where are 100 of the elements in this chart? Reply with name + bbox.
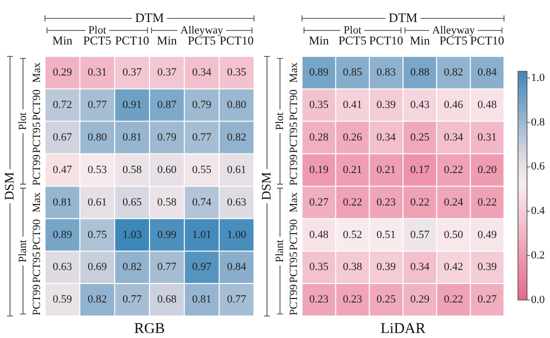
y-axis-title: DSM <box>1 172 16 200</box>
data-label: 0.20 <box>478 164 498 176</box>
text: Plot <box>16 112 29 130</box>
y-tick-label: Max <box>30 62 43 83</box>
color-bar-label: 0.0 <box>531 294 546 306</box>
data-label: 0.74 <box>192 196 212 208</box>
data-label: 0.89 <box>309 66 329 79</box>
data-label: 0.61 <box>226 164 246 176</box>
data-label: 0.34 <box>444 131 464 144</box>
data-label: 0.39 <box>376 261 396 274</box>
data-label: 0.27 <box>478 294 498 306</box>
data-label: 0.23 <box>376 196 396 208</box>
x-axis-title: DTM <box>388 10 418 25</box>
data-label: 0.58 <box>122 164 142 176</box>
data-label: 1.01 <box>192 228 212 241</box>
data-label: 0.68 <box>157 294 178 306</box>
data-label: 0.89 <box>52 228 73 241</box>
data-label: 0.41 <box>342 98 362 111</box>
data-label: 0.84 <box>226 261 247 274</box>
x-tick-label: Min <box>156 33 177 48</box>
data-label: 0.42 <box>444 261 464 274</box>
y-tick-label: PCT90 <box>30 88 43 121</box>
color-bar-label: 0.2 <box>531 250 545 262</box>
data-label: 0.21 <box>342 164 362 176</box>
data-label: 0.48 <box>309 228 329 241</box>
data-label: 0.82 <box>226 131 246 144</box>
data-label: 0.79 <box>192 98 212 111</box>
text: Plot <box>274 112 286 130</box>
data-label: 0.82 <box>88 294 107 306</box>
data-label: 0.79 <box>157 131 178 144</box>
data-label: 0.55 <box>192 164 212 176</box>
data-label: 0.91 <box>122 98 142 111</box>
data-label: 0.27 <box>309 196 329 208</box>
text: LiDAR <box>380 320 426 337</box>
data-label: 0.29 <box>410 294 430 306</box>
data-label: 0.77 <box>192 131 212 144</box>
data-label: 0.81 <box>192 294 212 306</box>
y-tick-label: PCT90 <box>30 218 43 250</box>
y-axis-title: DSM <box>258 172 274 200</box>
data-label: 0.46 <box>444 98 464 111</box>
data-label: 0.37 <box>157 66 178 79</box>
data-label: 0.34 <box>376 131 396 144</box>
data-label: 0.80 <box>226 98 247 111</box>
data-label: 0.77 <box>122 294 142 306</box>
data-label: 0.88 <box>410 66 430 79</box>
data-label: 0.77 <box>157 261 178 274</box>
data-label: 0.48 <box>478 98 498 111</box>
data-label: 0.39 <box>478 261 498 274</box>
data-label: 0.52 <box>342 228 362 241</box>
color-bar-label: 1.0 <box>531 72 546 84</box>
text: Plant <box>16 240 29 262</box>
data-label: 0.34 <box>410 261 430 274</box>
data-label: 0.23 <box>309 294 329 306</box>
x-tick-label: PCT10 <box>369 33 404 48</box>
data-label: 0.77 <box>88 98 108 111</box>
text: RGB <box>134 320 165 337</box>
data-label: 0.81 <box>122 131 142 144</box>
data-label: 0.65 <box>122 196 142 208</box>
data-label: 0.25 <box>376 294 396 306</box>
y-tick-label: Max <box>288 62 300 83</box>
y-tick-label: PCT95 <box>288 251 300 283</box>
data-label: 0.24 <box>444 196 464 208</box>
data-label: 0.35 <box>309 98 329 111</box>
data-label: 0.84 <box>478 66 498 79</box>
color-bar-label: 0.4 <box>531 205 546 218</box>
data-label: 0.29 <box>52 66 73 79</box>
data-label: 0.87 <box>157 98 178 111</box>
data-label: 0.35 <box>309 261 329 274</box>
data-label: 0.82 <box>122 261 142 274</box>
data-label: 1.00 <box>226 228 247 241</box>
data-label: 0.31 <box>478 131 497 144</box>
data-label: 0.72 <box>52 98 72 111</box>
y-tick-label: PCT99 <box>30 154 43 186</box>
y-tick-label: PCT99 <box>288 154 300 186</box>
data-label: 0.81 <box>52 196 72 208</box>
data-label: 0.43 <box>410 98 430 111</box>
y-tick-label: PCT95 <box>30 121 43 154</box>
data-label: 0.53 <box>88 164 108 176</box>
data-label: 0.47 <box>52 164 73 176</box>
data-label: 0.26 <box>342 131 363 144</box>
y-tick-label: PCT99 <box>30 284 43 316</box>
data-label: 0.97 <box>192 261 212 274</box>
data-label: 0.59 <box>52 294 73 306</box>
data-label: 0.67 <box>52 131 73 144</box>
data-label: 0.28 <box>309 131 329 144</box>
data-label: 0.60 <box>157 164 178 176</box>
data-label: 0.63 <box>52 261 73 274</box>
data-label: 0.50 <box>444 228 464 241</box>
data-label: 0.17 <box>410 164 430 176</box>
data-label: 0.80 <box>88 131 108 144</box>
x-tick-label: Min <box>410 33 430 48</box>
data-label: 0.83 <box>376 66 396 79</box>
data-label: 0.22 <box>444 294 464 306</box>
data-label: 0.21 <box>376 164 396 176</box>
data-label: 0.23 <box>342 294 363 306</box>
data-label: 0.35 <box>226 66 247 79</box>
data-label: 1.03 <box>122 228 142 241</box>
y-tick-label: Max <box>30 192 43 213</box>
data-label: 0.38 <box>342 261 363 274</box>
data-label: 0.57 <box>410 228 430 241</box>
